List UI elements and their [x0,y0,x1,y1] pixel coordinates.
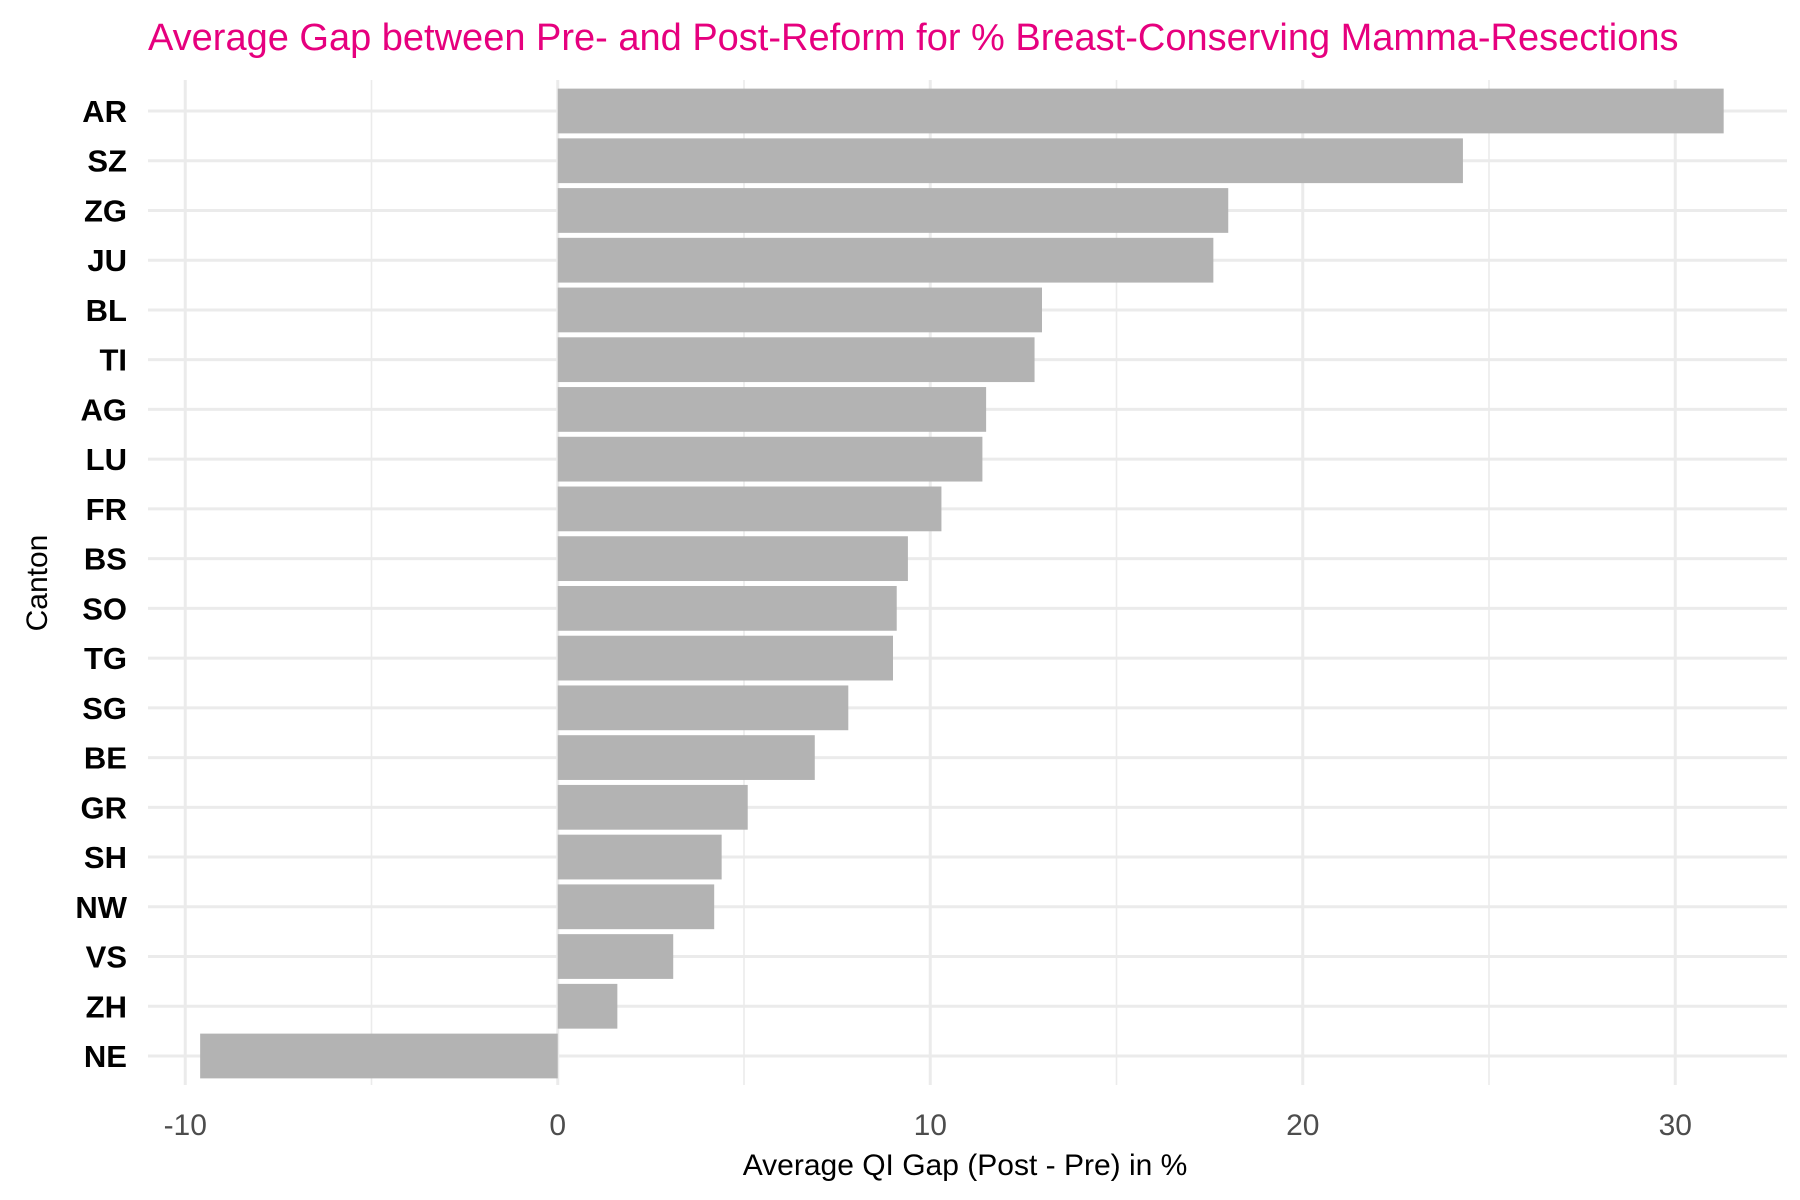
bar-ju [557,237,1214,283]
y-tick-label-nw: NW [75,890,127,925]
x-tick-label: 20 [1286,1109,1319,1142]
bar-fr [557,486,942,532]
y-tick-label-sh: SH [84,840,127,875]
y-tick-label-lu: LU [86,442,127,477]
y-tick-label-tg: TG [84,641,127,676]
chart-title: Average Gap between Pre- and Post-Reform… [148,17,1679,59]
bar-sz [557,138,1463,184]
y-tick-label-ag: AG [81,392,128,427]
bar-nw [557,884,715,930]
bar-lu [557,436,983,482]
bar-sg [557,685,849,731]
bar-so [557,585,897,631]
bar-ne [200,1033,558,1079]
y-tick-label-zg: ZG [84,193,127,228]
y-tick-label-sg: SG [82,691,127,726]
y-tick-label-be: BE [84,741,127,776]
bar-zh [557,983,618,1029]
bar-ag [557,387,987,432]
y-tick-label-ju: JU [87,243,127,278]
bar-vs [557,934,674,979]
y-axis-title: Canton [21,535,54,632]
y-tick-label-ne: NE [84,1039,127,1074]
y-tick-label-sz: SZ [87,144,127,179]
y-tick-label-gr: GR [81,790,128,825]
x-tick-label: 30 [1659,1109,1692,1142]
bar-sh [557,834,722,880]
y-tick-label-bl: BL [86,293,127,328]
bar-bl [557,287,1042,333]
x-tick-label: 0 [549,1109,566,1142]
y-tick-label-bs: BS [84,542,127,577]
y-tick-label-zh: ZH [86,989,127,1024]
y-tick-labels: AR SZ ZG JU BL TI AG LU FR BS SO TG SG BE GR SH NW VS ZH NE [75,94,127,1074]
y-tick-label-ar: AR [82,94,127,129]
bar-gr [557,784,748,830]
bar-be [557,735,815,780]
x-tick-label: 10 [914,1109,947,1142]
bars-layer [200,88,1724,1079]
y-tick-label-vs: VS [86,940,127,975]
bar-ti [557,337,1035,383]
x-tick-labels: -10 0 10 20 30 [164,1109,1692,1142]
bar-bs [557,536,908,582]
bar-ar [557,88,1724,134]
y-tick-label-fr: FR [86,492,127,527]
y-tick-label-so: SO [82,591,127,626]
x-tick-label: -10 [164,1109,207,1142]
y-tick-label-ti: TI [99,343,127,378]
x-axis-title: Average QI Gap (Post - Pre) in % [743,1149,1188,1182]
bar-zg [557,188,1229,233]
bar-tg [557,635,893,681]
